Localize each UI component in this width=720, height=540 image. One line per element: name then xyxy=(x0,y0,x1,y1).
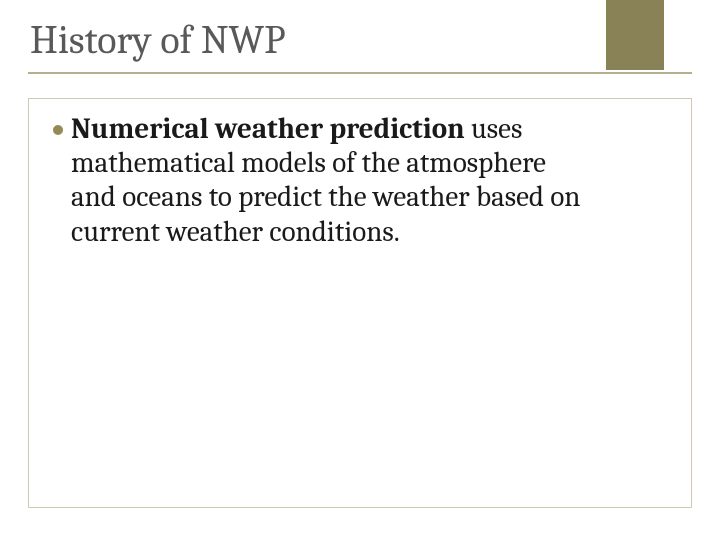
bullet-bold-span: Numerical weather prediction xyxy=(71,113,465,146)
bullet-icon xyxy=(53,125,63,135)
bullet-item: Numerical weather prediction uses mathem… xyxy=(53,113,667,250)
accent-block xyxy=(606,0,664,70)
slide: History of NWP Numerical weather predict… xyxy=(0,0,720,540)
slide-title: History of NWP xyxy=(30,18,590,62)
bullet-text: Numerical weather prediction uses mathem… xyxy=(71,113,591,250)
title-region: History of NWP xyxy=(30,18,590,62)
content-box: Numerical weather prediction uses mathem… xyxy=(28,98,692,508)
title-underline xyxy=(28,72,692,74)
